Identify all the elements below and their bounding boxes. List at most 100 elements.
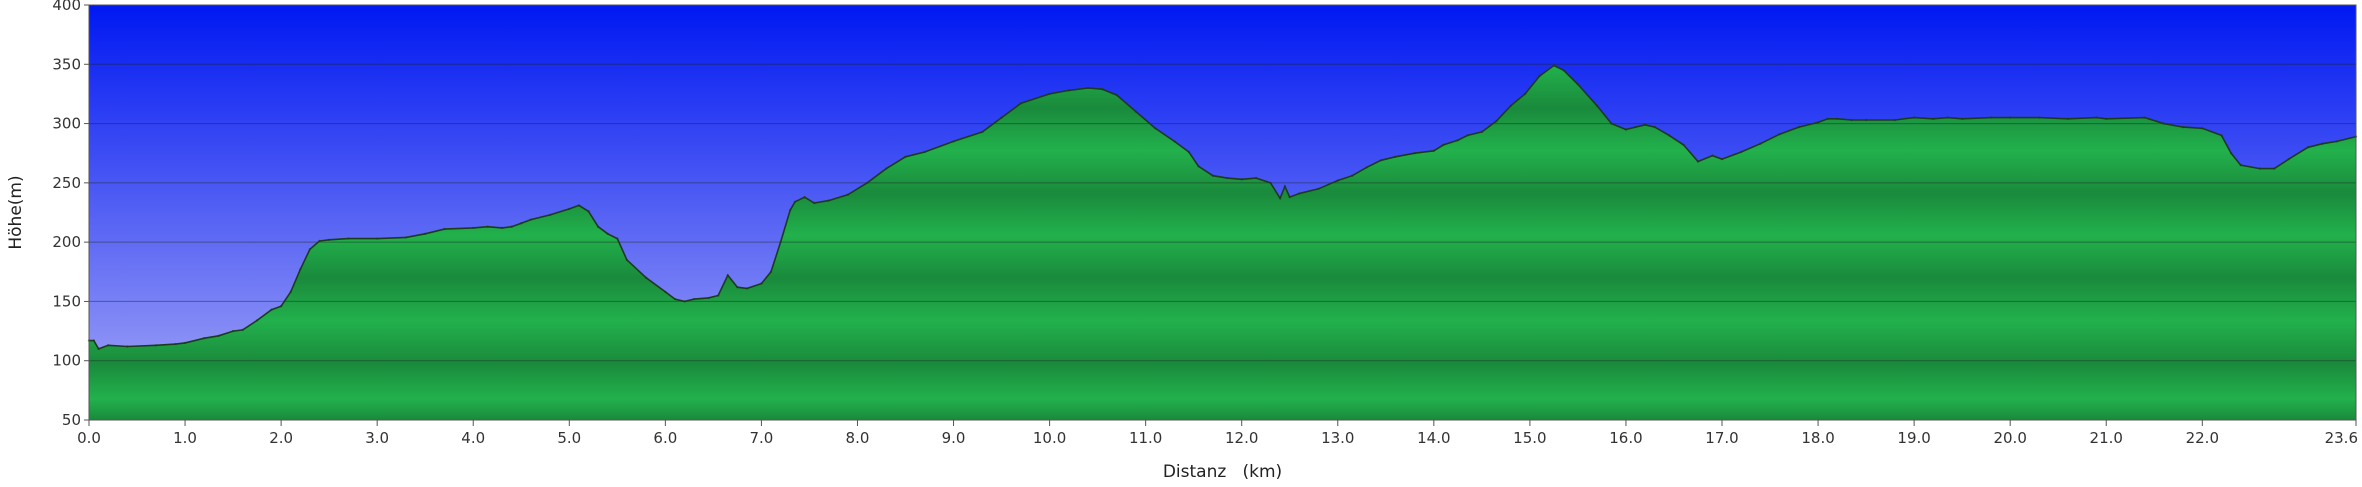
data-point: [1720, 157, 1724, 161]
data-point: [1413, 152, 1416, 155]
data-point: [1893, 118, 1897, 122]
data-point: [318, 239, 321, 243]
data-point: [1317, 187, 1320, 190]
data-point: [1278, 197, 1282, 200]
x-tick-label: 15.0: [1513, 429, 1546, 447]
data-point: [255, 319, 259, 322]
y-tick-label: 350: [52, 55, 81, 73]
data-point: [1394, 155, 1397, 158]
data-point: [865, 181, 869, 185]
data-point: [1509, 104, 1512, 108]
x-tick-label: 2.0: [269, 429, 293, 447]
data-point: [1778, 133, 1781, 136]
data-point: [1173, 140, 1176, 143]
data-point: [1523, 92, 1527, 96]
data-point: [1653, 125, 1657, 129]
data-point: [1365, 166, 1368, 169]
data-point: [1624, 128, 1628, 131]
x-tick-label: 13.0: [1321, 429, 1354, 447]
data-point: [2287, 157, 2290, 161]
data-point: [376, 237, 379, 240]
x-tick-label: 3.0: [365, 429, 389, 447]
data-point: [2066, 117, 2069, 121]
x-axis-ticks: 0.0 1.0 2.0 3.0 4.0 5.0 6.0 7.0 8.0 9.0 10.0 11.0 12…: [77, 420, 2358, 447]
x-tick-label: 0.0: [77, 429, 101, 447]
data-point: [279, 305, 283, 308]
data-point: [548, 213, 552, 217]
data-point: [1836, 117, 1839, 121]
data-point: [1226, 176, 1229, 180]
data-point: [510, 225, 513, 228]
data-point: [1480, 130, 1484, 134]
data-point: [923, 150, 926, 154]
data-point: [664, 290, 667, 294]
data-point: [1912, 116, 1916, 119]
x-tick-label: 20.0: [1993, 429, 2026, 447]
data-point: [174, 342, 177, 346]
data-point: [846, 193, 850, 196]
x-tick-label: 17.0: [1705, 429, 1738, 447]
data-point: [1538, 74, 1541, 78]
data-point: [155, 344, 158, 347]
data-point: [745, 287, 749, 290]
data-point: [1961, 117, 1964, 121]
data-point: [183, 341, 187, 345]
data-point: [2105, 117, 2108, 121]
plot-frame: [88, 4, 2357, 421]
data-point: [1711, 154, 1714, 157]
x-tick-label: 14.0: [1417, 429, 1450, 447]
data-point: [885, 167, 888, 170]
data-point: [813, 201, 816, 205]
data-point: [1283, 185, 1287, 188]
data-point: [1351, 174, 1354, 177]
data-point: [1269, 181, 1272, 185]
data-point: [769, 270, 773, 273]
data-point: [1336, 179, 1340, 182]
data-point: [717, 294, 720, 297]
data-point: [625, 258, 629, 262]
data-point: [568, 207, 571, 211]
x-tick-label: 22.0: [2186, 429, 2219, 447]
data-point: [472, 226, 475, 230]
data-point: [1826, 117, 1829, 121]
data-point: [92, 339, 96, 342]
data-point: [2037, 116, 2041, 119]
data-point: [644, 276, 648, 279]
elevation-area: [89, 65, 2356, 420]
data-point: [1644, 123, 1647, 127]
data-point: [1086, 86, 1090, 90]
data-point: [1850, 118, 1853, 122]
data-point: [1187, 150, 1191, 154]
data-point: [693, 297, 696, 301]
data-point: [1432, 149, 1436, 152]
data-point: [1466, 134, 1469, 137]
x-tick-label: 8.0: [846, 429, 870, 447]
data-point: [1816, 121, 1820, 124]
data-point: [789, 208, 792, 212]
x-tick-label: 23.6: [2325, 429, 2358, 447]
data-point: [577, 204, 581, 207]
x-tick-label: 1.0: [173, 429, 197, 447]
data-point: [231, 329, 235, 333]
data-point: [2220, 134, 2223, 137]
x-tick-label: 21.0: [2090, 429, 2123, 447]
data-point: [1197, 165, 1200, 168]
data-point: [347, 237, 350, 240]
data-point: [107, 344, 110, 347]
data-point: [2321, 142, 2324, 145]
data-point: [327, 238, 331, 241]
data-point: [1288, 195, 1291, 199]
x-tick-label: 10.0: [1033, 429, 1066, 447]
data-point: [500, 226, 504, 230]
y-tick-label: 400: [52, 0, 81, 14]
y-axis-ticks: 50 100 150 200 250 300 350 400: [52, 0, 89, 429]
data-point: [1298, 192, 1301, 195]
x-tick-label: 5.0: [557, 429, 581, 447]
data-point: [587, 210, 590, 213]
data-point: [520, 222, 523, 225]
data-point: [1019, 102, 1022, 105]
data-point: [486, 225, 489, 228]
data-point: [707, 296, 710, 300]
data-point: [1562, 69, 1565, 72]
